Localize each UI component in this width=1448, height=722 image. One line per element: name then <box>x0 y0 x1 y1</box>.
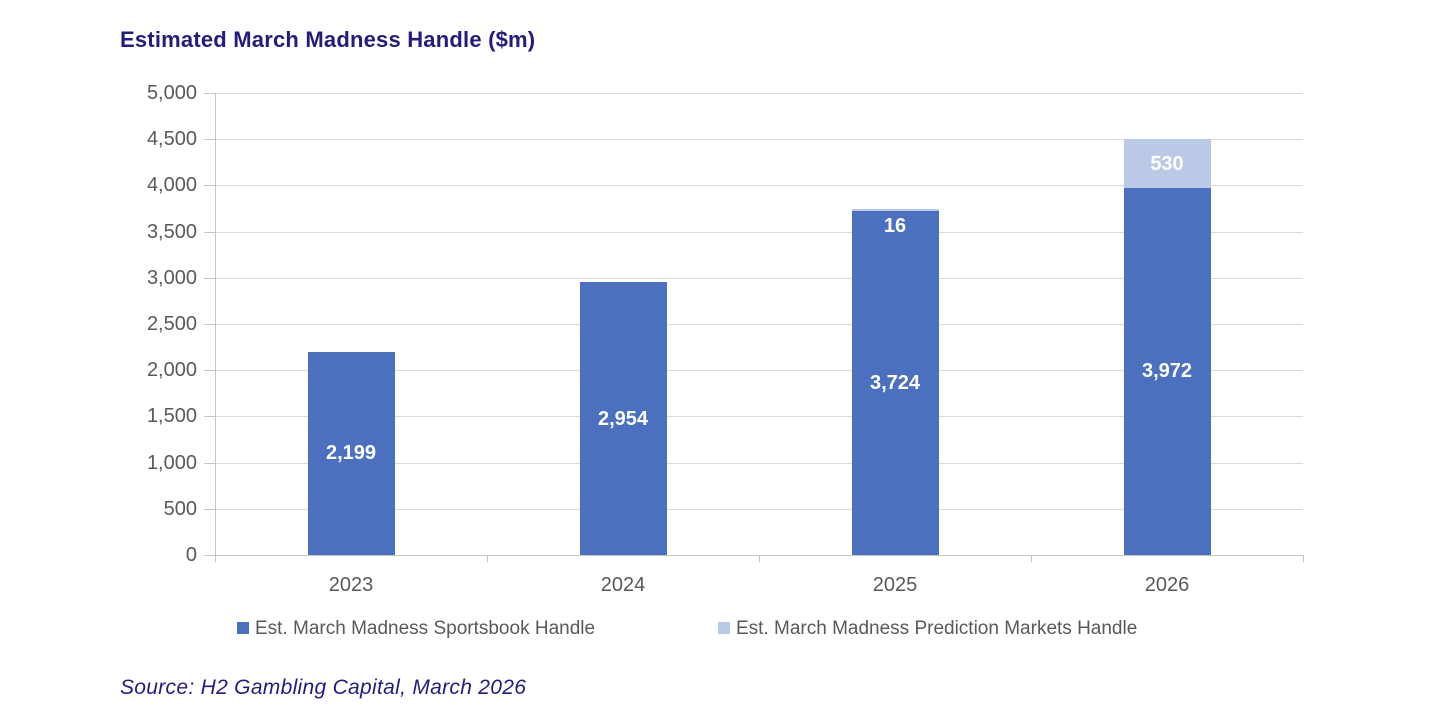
y-axis-tick-label: 4,500 <box>146 128 197 151</box>
y-axis-tick-label: 2,500 <box>146 313 197 335</box>
bar-value-label: 2,954 <box>597 407 649 430</box>
y-axis-tick <box>204 508 215 510</box>
y-axis-tick <box>204 185 215 187</box>
bar-value-label: 16 <box>883 215 907 238</box>
x-axis-tick <box>1031 555 1032 562</box>
legend-label: Est. March Madness Sportsbook Handle <box>255 618 596 639</box>
bar-segment <box>307 351 395 555</box>
y-axis-tick-label: 3,000 <box>146 266 197 289</box>
legend-label: Est. March Madness Prediction Markets Ha… <box>736 618 1138 639</box>
bar-value-label: 530 <box>1150 152 1184 175</box>
y-axis-tick-label: 3,500 <box>146 220 197 243</box>
x-axis-tick-label: 2023 <box>328 574 374 596</box>
y-axis-tick-label: 0 <box>185 544 197 566</box>
bar-segment <box>579 282 667 555</box>
y-axis-tick-label: 1,500 <box>146 405 197 428</box>
y-axis-tick-label: 500 <box>163 497 197 520</box>
x-axis-tick-label: 2026 <box>1144 574 1190 596</box>
y-axis-tick-label: 4,000 <box>146 174 197 197</box>
gridline <box>216 462 1303 464</box>
y-axis-tick <box>204 416 215 418</box>
y-axis-tick-label: 5,000 <box>146 82 197 104</box>
bar-segment <box>1123 187 1211 555</box>
gridline <box>216 508 1303 510</box>
y-axis-tick <box>204 324 215 325</box>
y-axis-tick <box>204 370 215 372</box>
gridline <box>216 139 1303 141</box>
y-axis-tick-label: 1,000 <box>146 451 197 474</box>
legend-swatch <box>237 622 249 634</box>
x-axis-tick <box>215 555 216 562</box>
y-axis-tick <box>204 139 215 141</box>
x-axis-tick-label: 2024 <box>600 574 646 596</box>
y-axis-line <box>215 93 216 562</box>
gridline <box>216 231 1303 233</box>
gridline <box>216 93 1303 94</box>
bar-value-label: 3,972 <box>1141 360 1193 383</box>
chart-title: Estimated March Madness Handle ($m) <box>120 27 536 52</box>
y-axis-tick <box>204 231 215 233</box>
y-axis-tick <box>204 93 215 94</box>
legend-swatch <box>718 622 730 634</box>
bar-segment <box>1123 139 1211 188</box>
bar-segment <box>851 209 939 211</box>
x-axis-tick <box>759 555 760 562</box>
y-axis-tick <box>204 462 215 464</box>
x-axis-tick <box>487 555 488 562</box>
source-note: Source: H2 Gambling Capital, March 2026 <box>120 676 527 699</box>
gridline <box>216 416 1303 418</box>
bar-segment <box>851 210 939 555</box>
gridline <box>216 185 1303 187</box>
gridline <box>216 277 1303 279</box>
y-axis-tick <box>204 277 215 279</box>
x-axis-tick-label: 2025 <box>872 574 918 596</box>
x-axis-tick <box>1303 555 1304 562</box>
y-axis-tick-label: 2,000 <box>146 359 197 382</box>
gridline <box>216 324 1303 325</box>
y-axis-tick <box>204 555 215 556</box>
gridline <box>216 370 1303 372</box>
bar-value-label: 2,199 <box>325 442 377 465</box>
bar-value-label: 3,724 <box>869 371 921 394</box>
